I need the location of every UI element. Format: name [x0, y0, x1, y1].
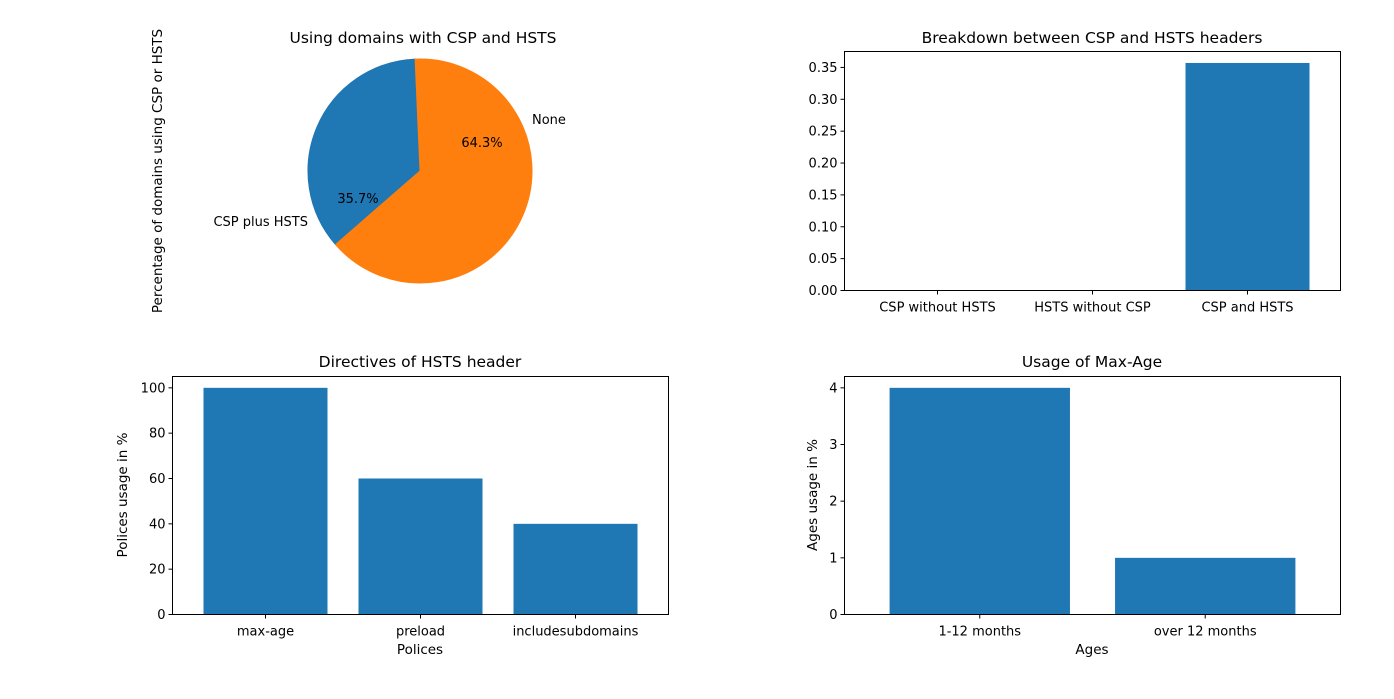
y-tick-label: 0.20 — [809, 157, 838, 172]
x-tick-label: preload — [396, 625, 445, 640]
axes: 0.00 0.05 0.10 0.15 0.20 0.25 0.30 0.35 CSP with… — [809, 51, 1341, 316]
y-tick-label: 20 — [149, 563, 166, 578]
pie-title: Using domains with CSP and HSTS — [289, 29, 556, 47]
y-tick-label: 0 — [829, 608, 837, 623]
x-tick-label: 1-12 months — [938, 625, 1021, 640]
y-tick-label: 0.00 — [809, 284, 838, 299]
x-tick-label: over 12 months — [1154, 625, 1257, 640]
y-axis-label: Ages usage in % — [805, 439, 821, 551]
x-tick-label: max-age — [237, 625, 294, 640]
y-tick-label: 0.35 — [809, 61, 838, 76]
y-tick-label: 3 — [829, 438, 837, 453]
y-tick-label: 0 — [157, 608, 165, 623]
y-axis-label: Polices usage in % — [115, 432, 131, 557]
axes: 0 20 40 60 80 100 max-age preload includesubdoma… — [141, 376, 669, 640]
y-tick-label: 100 — [141, 381, 166, 396]
x-axis-label: Ages — [1075, 642, 1108, 658]
x-tick-label: HSTS without CSP — [1034, 301, 1151, 316]
y-tick-label: 80 — [149, 427, 166, 442]
x-axis-label: Polices — [397, 642, 443, 658]
pie-ylabel: Percentage of domains using CSP or HSTS — [150, 29, 166, 313]
pie-slices — [307, 58, 533, 284]
bar-chart-title: Directives of HSTS header — [319, 353, 522, 371]
y-tick-label: 0.25 — [809, 125, 838, 140]
y-tick-label: 4 — [829, 381, 837, 396]
bar-chart-title: Breakdown between CSP and HSTS headers — [922, 29, 1263, 47]
bar — [203, 387, 328, 615]
bar — [1185, 62, 1310, 291]
y-tick-label: 0.15 — [809, 188, 838, 203]
bar-chart-directives: Directives of HSTS header Polices Police… — [115, 353, 669, 658]
bar — [358, 478, 483, 615]
pie-slice-percent: 35.7% — [337, 192, 378, 207]
bar-chart-breakdown: Breakdown between CSP and HSTS headers 0… — [809, 29, 1341, 316]
pie-slice — [334, 58, 533, 284]
x-tick-label: includesubdomains — [513, 625, 639, 640]
y-tick-label: 2 — [829, 495, 837, 510]
axes-frame — [172, 376, 669, 615]
y-tick-label: 1 — [829, 551, 837, 566]
x-tick-label: CSP without HSTS — [879, 301, 996, 316]
y-tick-label: 40 — [149, 517, 166, 532]
y-tick-label: 0.30 — [809, 93, 838, 108]
bar-chart-title: Usage of Max-Age — [1022, 353, 1162, 371]
axes-frame — [844, 51, 1341, 291]
pie-slice — [307, 58, 421, 246]
y-tick-label: 0.05 — [809, 252, 838, 267]
y-tick-label: 0.10 — [809, 220, 838, 235]
bar — [513, 523, 638, 615]
bar — [1115, 557, 1296, 615]
pie-slice-label: CSP plus HSTS — [213, 215, 308, 230]
axes: 0 1 2 3 4 1-12 months over 12 months — [829, 376, 1341, 640]
x-tick-label: CSP and HSTS — [1201, 301, 1293, 316]
pie-chart: Using domains with CSP and HSTS Percenta… — [150, 29, 566, 313]
pie-slice-label: None — [532, 113, 566, 128]
y-tick-label: 60 — [149, 472, 166, 487]
pie-slice-percent: 64.3% — [461, 136, 502, 151]
axes-frame — [844, 376, 1341, 615]
bar-chart-max-age: Usage of Max-Age Ages Ages usage in % 0 1… — [805, 353, 1341, 658]
bar — [889, 387, 1070, 615]
